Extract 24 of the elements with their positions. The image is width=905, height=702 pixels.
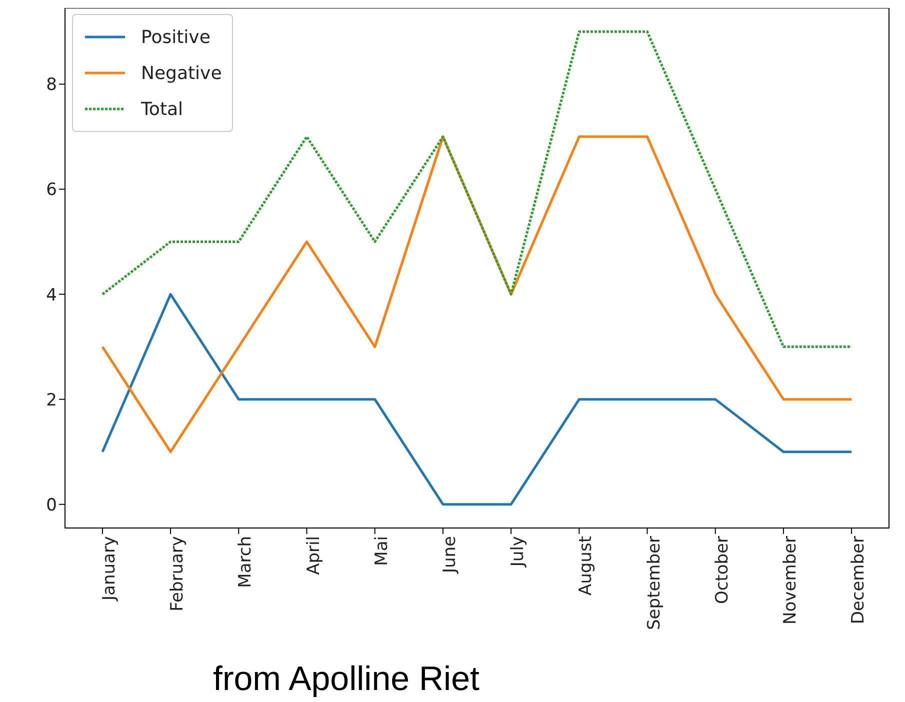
x-tick-label: January — [100, 536, 120, 602]
line-series — [101, 135, 853, 454]
x-tick-label: February — [168, 536, 188, 612]
x-tick-label: August — [576, 536, 596, 596]
legend-label: Positive — [141, 26, 210, 48]
x-tick-label: June — [440, 536, 460, 574]
legend-label: Negative — [141, 62, 222, 84]
x-tick-label: July — [508, 536, 528, 568]
y-tick-label: 8 — [46, 75, 57, 96]
x-tick-label: September — [644, 536, 664, 630]
y-tick-label: 4 — [46, 285, 57, 306]
x-tick-label: March — [236, 536, 256, 588]
x-tick-label: April — [304, 536, 324, 575]
y-tick-label: 6 — [46, 180, 57, 200]
line-series — [101, 30, 853, 348]
legend-label: Total — [141, 98, 184, 120]
line-series — [101, 293, 853, 506]
x-tick-label: December — [848, 536, 869, 624]
x-tick-label: October — [712, 536, 732, 604]
text: from Apolline Riet — [213, 660, 480, 699]
x-tick-label: Mai — [372, 536, 392, 566]
y-tick-label: 0 — [46, 495, 57, 516]
y-tick-label: 2 — [46, 390, 57, 410]
x-tick-label: November — [780, 536, 801, 624]
